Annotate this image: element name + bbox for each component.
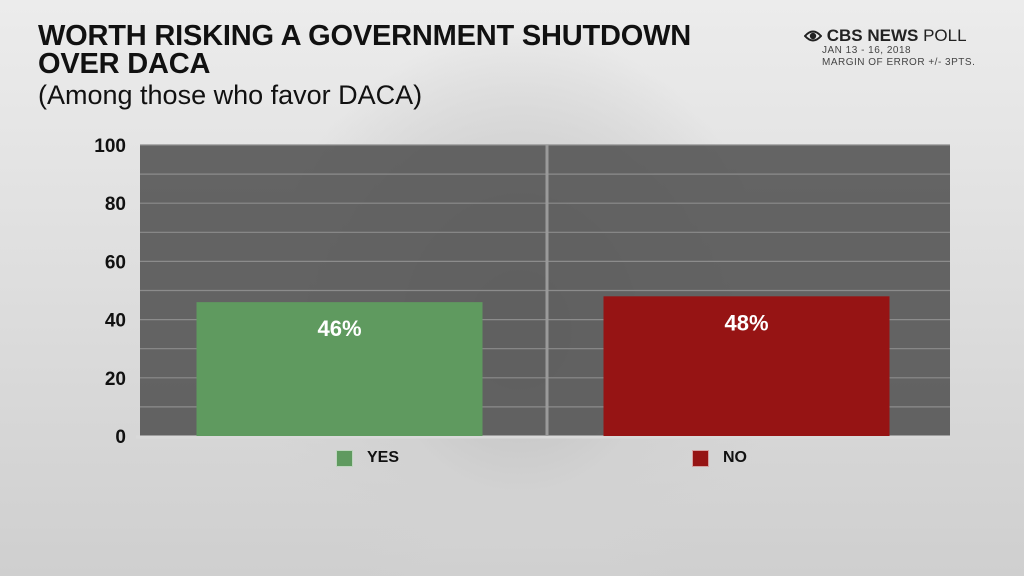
legend-label-no: NO: [723, 449, 747, 466]
legend-label-yes: YES: [367, 449, 400, 466]
poll-date: JAN 13 - 16, 2018: [822, 45, 912, 56]
y-tick-label: 0: [115, 427, 126, 448]
legend-item-no: NO: [692, 449, 747, 467]
brand-name: CBS NEWS: [826, 26, 919, 45]
y-tick-label: 40: [105, 311, 126, 332]
legend-swatch-yes: [336, 449, 353, 467]
bar-value-label: 46%: [317, 316, 361, 341]
bar-yes: [196, 302, 483, 436]
legend-item-yes: YES: [336, 449, 399, 467]
y-tick-label: 80: [105, 194, 126, 215]
bar-value-label: 48%: [724, 310, 768, 335]
cbs-eye-icon: [804, 30, 822, 42]
legend-swatch-no: [692, 449, 709, 467]
brand-logo: CBS NEWS POLL: [804, 26, 967, 46]
poll-meta: JAN 13 - 16, 2018 MARGIN OF ERROR +/- 3P…: [822, 45, 975, 69]
chart-subtitle: (Among those who favor DACA): [38, 80, 423, 110]
y-tick-label: 20: [105, 369, 126, 390]
y-tick-label: 60: [105, 252, 126, 273]
chart-title: WORTH RISKING A GOVERNMENT SHUTDOWN OVER…: [38, 20, 691, 80]
y-tick-label: 100: [94, 136, 126, 157]
brand-poll: POLL: [918, 26, 967, 45]
bar-no: [603, 296, 890, 436]
margin-of-error: MARGIN OF ERROR +/- 3PTS.: [822, 57, 976, 68]
